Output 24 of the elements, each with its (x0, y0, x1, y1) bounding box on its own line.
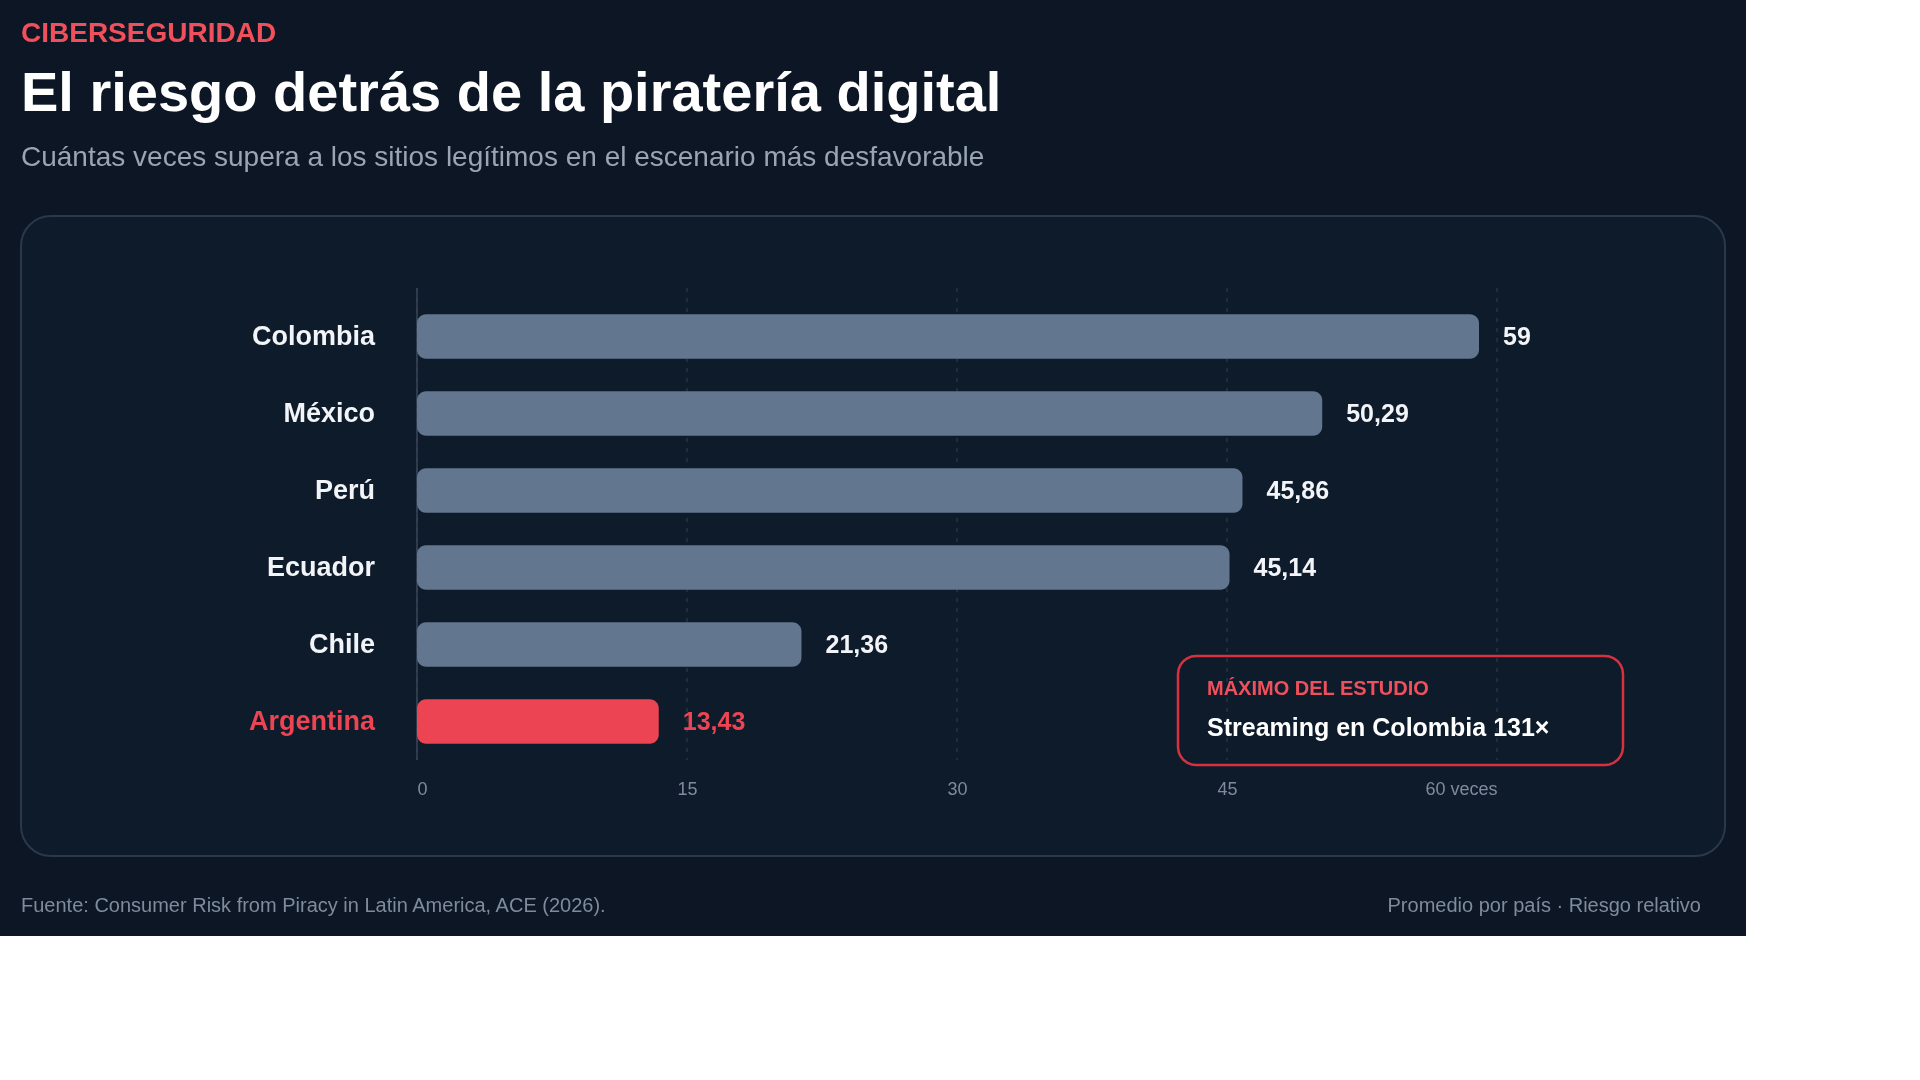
y-tick-label: Chile (308, 628, 375, 659)
x-tick-label: 30 (947, 778, 968, 799)
y-tick-label: Argentina (248, 705, 376, 736)
data-label: 13,43 (682, 706, 746, 735)
y-tick-label: México (283, 397, 375, 428)
x-tick-label: 45 (1217, 778, 1238, 799)
annotation: MÁXIMO DEL ESTUDIO (1207, 677, 1429, 699)
text: CIBERSEGURIDAD (21, 17, 277, 48)
y-tick-label: Colombia (251, 320, 376, 351)
data-label: 50,29 (1346, 398, 1409, 427)
data-label: 59 (1503, 321, 1531, 350)
y-tick-label: Ecuador (266, 551, 376, 582)
data-label: 21,36 (825, 629, 889, 658)
annotation: Streaming en Colombia 131× (1207, 713, 1550, 741)
x-tick-label: 15 (677, 778, 698, 799)
chart-title: El riesgo detrás de la piratería digital (21, 60, 1002, 123)
source-note: Fuente: Consumer Risk from Piracy in Latin America, ACE (2026). (21, 894, 606, 916)
x-tick-label: 60 veces (1425, 778, 1498, 799)
data-label: 45,86 (1266, 475, 1330, 504)
y-tick-label: Perú (314, 474, 375, 505)
x-tick-label: 0 (417, 778, 428, 799)
data-label: 45,14 (1253, 552, 1317, 581)
text: Promedio por país · Riesgo relativo (1387, 894, 1701, 916)
chart-subtitle: Cuántas veces supera a los sitios legítimos en el escenario más desfavorable (21, 141, 985, 172)
